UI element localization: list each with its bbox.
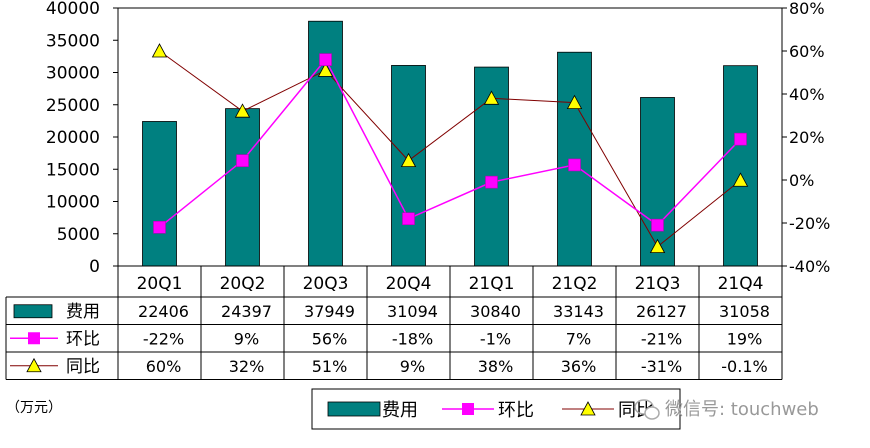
table-cell: -0.1% [721,357,767,376]
point-环比-21Q3 [651,218,664,232]
point-环比-20Q1 [153,221,166,234]
table-cell: 33143 [553,302,604,321]
table-cell: -21% [641,329,682,348]
y-left-tick: 5000 [57,225,100,245]
table-cell: 7% [566,329,591,348]
y-left-tick: 25000 [46,96,100,116]
point-环比-21Q4 [734,132,747,146]
table-cell: 32% [229,357,265,376]
y-left-tick: 20000 [46,128,100,148]
y-right-tick: 20% [789,128,825,147]
point-环比-20Q4 [402,212,415,225]
table-cell: 9% [400,357,425,376]
point-同比-21Q3 [649,238,666,254]
wechat-icon [634,399,660,420]
legend-box [311,388,681,430]
point-环比-21Q1 [485,175,498,189]
watermark: 微信号: touchweb [634,399,819,420]
line-同比 [159,50,741,248]
legend-key-环比 [462,403,474,415]
category-label: 21Q2 [552,274,598,294]
table-cell: -22% [143,329,184,348]
point-环比-20Q3 [319,53,332,66]
legend-label: 费用 [382,400,418,421]
row-key-费用 [13,304,53,319]
row-label: 环比 [66,329,100,349]
table-cell: 51% [312,357,348,376]
y-right-tick: 80% [789,0,825,18]
table-cell: 60% [146,357,182,376]
table-cell: 19% [727,329,763,348]
legend-key-费用 [327,401,381,417]
row-key-环比 [28,332,40,345]
point-环比-21Q2 [568,158,581,172]
point-同比-20Q3 [317,62,334,77]
table-cell: 24397 [221,302,272,321]
watermark-text: 微信号: touchweb [665,399,819,420]
bar-21Q4 [723,65,758,267]
point-同比-20Q1 [151,43,168,58]
category-label: 21Q4 [718,274,764,294]
y-right-tick: -20% [789,214,830,233]
y-left-tick: 30000 [46,64,100,84]
category-label: 20Q3 [303,274,349,294]
table-cell: 36% [561,357,597,376]
unit-label: （万元） [6,400,62,416]
y-right-tick: 60% [789,42,825,61]
table-cell: 37949 [304,302,355,321]
y-left-tick: 0 [89,257,100,277]
category-label: 20Q1 [137,274,183,294]
category-label: 20Q2 [220,274,266,294]
category-label: 20Q4 [386,274,432,294]
y-left-tick: 10000 [46,193,100,213]
y-right-tick: -40% [789,257,830,276]
table-cell: 30840 [470,302,521,321]
point-同比-21Q2 [566,94,583,109]
bar-20Q2 [225,108,260,267]
row-label: 费用 [66,302,100,322]
table-cell: 31058 [719,302,770,321]
row-key-同比 [26,357,42,373]
y-left-tick: 35000 [46,31,100,51]
point-同比-20Q2 [234,103,251,118]
category-label: 21Q3 [635,274,681,294]
category-label: 21Q1 [469,274,515,294]
point-同比-21Q1 [483,90,500,105]
table-cell: 38% [478,357,514,376]
y-right-tick: 0% [789,171,814,190]
bar-20Q1 [142,121,177,267]
table-cell: -1% [480,329,511,348]
point-环比-20Q2 [236,154,249,167]
y-right-tick: 40% [789,85,825,104]
table-cell: 22406 [138,302,189,321]
legend-label: 环比 [498,400,534,421]
point-同比-20Q4 [400,152,417,168]
y-left-tick: 40000 [46,0,100,19]
table-cell: 9% [234,329,259,348]
table-cell: 31094 [387,302,438,321]
table-cell: -18% [392,329,433,348]
point-同比-21Q4 [732,172,749,187]
table-cell: 26127 [636,302,687,321]
line-环比 [159,58,742,228]
table-cell: -31% [641,357,682,376]
legend-key-同比 [580,401,596,416]
table-cell: 56% [312,329,348,348]
y-left-tick: 15000 [46,160,100,180]
row-label: 同比 [66,357,100,377]
